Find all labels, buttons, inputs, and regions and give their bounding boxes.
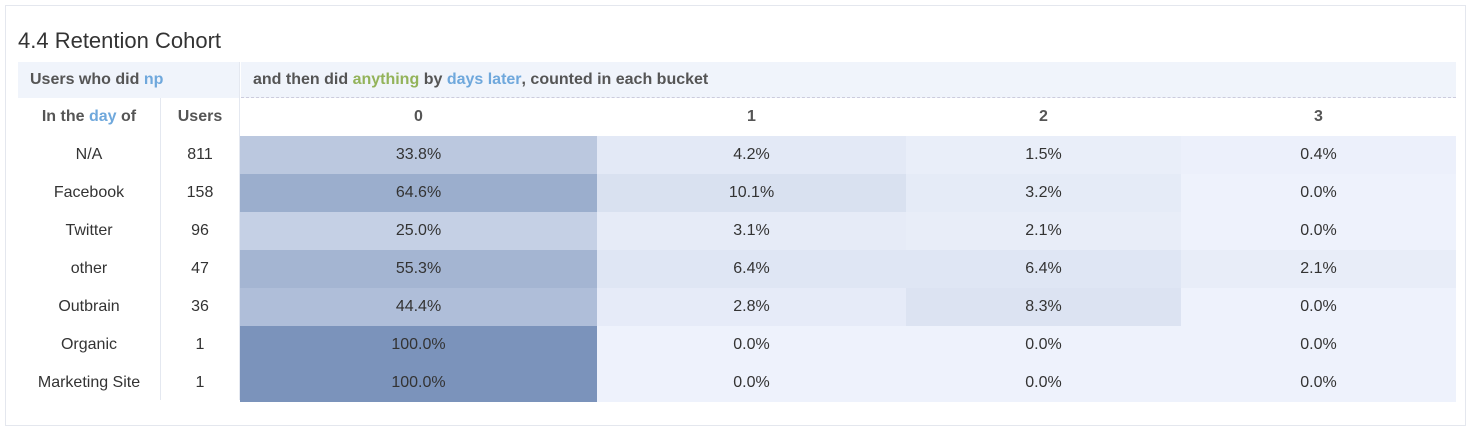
segment: Twitter [65,222,113,239]
cell: 6.4% [597,250,906,288]
cell: 55.3% [240,250,597,288]
users: 1 [195,374,205,391]
separator [160,98,161,400]
separator [239,62,240,400]
cell: 0.0% [1181,288,1456,326]
cell: 6.4% [906,250,1181,288]
cell: 0.0% [597,326,906,364]
event-link[interactable]: np [143,71,164,88]
cell: 0.0% [1181,212,1456,250]
cell: 1.5% [906,136,1181,174]
bucket-header: 0 [414,108,423,125]
cell: 10.1% [597,174,906,212]
unit-link[interactable]: days later [446,70,522,88]
cell: 64.6% [240,174,597,212]
header-right: and then did anything by days later, cou… [241,62,1456,98]
segment: Marketing Site [37,374,141,391]
text: by [423,70,443,88]
cell: 0.0% [906,364,1181,402]
bucket-header: 1 [747,108,756,125]
cell: 0.4% [1181,136,1456,174]
cell: 100.0% [240,326,597,364]
cell: 3.1% [597,212,906,250]
cell: 0.0% [906,326,1181,364]
cell: 2.1% [906,212,1181,250]
users: 47 [191,260,209,277]
bucket-header: 2 [1039,108,1048,125]
users: 811 [187,146,213,163]
cell: 33.8% [240,136,597,174]
segment: Organic [60,336,118,353]
cell: 8.3% [906,288,1181,326]
segment: Outbrain [58,298,120,315]
cell: 2.8% [597,288,906,326]
text: Users who did [30,71,140,88]
cell: 44.4% [240,288,597,326]
title: 4.4 Retention Cohort [18,28,222,53]
bucket-header: 3 [1314,108,1323,125]
text: , counted in each bucket [521,70,709,88]
text: In the [41,108,85,125]
cell: 0.0% [1181,326,1456,364]
cell: 0.0% [1181,174,1456,212]
segment-header: In the day of [18,98,160,136]
text: and then did [253,70,349,88]
header-left: Users who did np [18,62,239,98]
cell: 3.2% [906,174,1181,212]
text: of [121,108,137,125]
cell: 100.0% [240,364,597,402]
users: 1 [195,336,205,353]
cell: 0.0% [597,364,906,402]
segment: Facebook [53,184,125,201]
cell: 2.1% [1181,250,1456,288]
unit-link[interactable]: day [88,108,117,125]
card [5,5,1466,426]
users: 158 [186,184,214,201]
segment: other [70,260,108,277]
users-header: Users [177,108,223,125]
users: 96 [191,222,209,239]
cell: 0.0% [1181,364,1456,402]
cell: 25.0% [240,212,597,250]
segment: N/A [75,146,103,163]
event-link[interactable]: anything [352,70,420,88]
cell: 4.2% [597,136,906,174]
users: 36 [191,298,209,315]
